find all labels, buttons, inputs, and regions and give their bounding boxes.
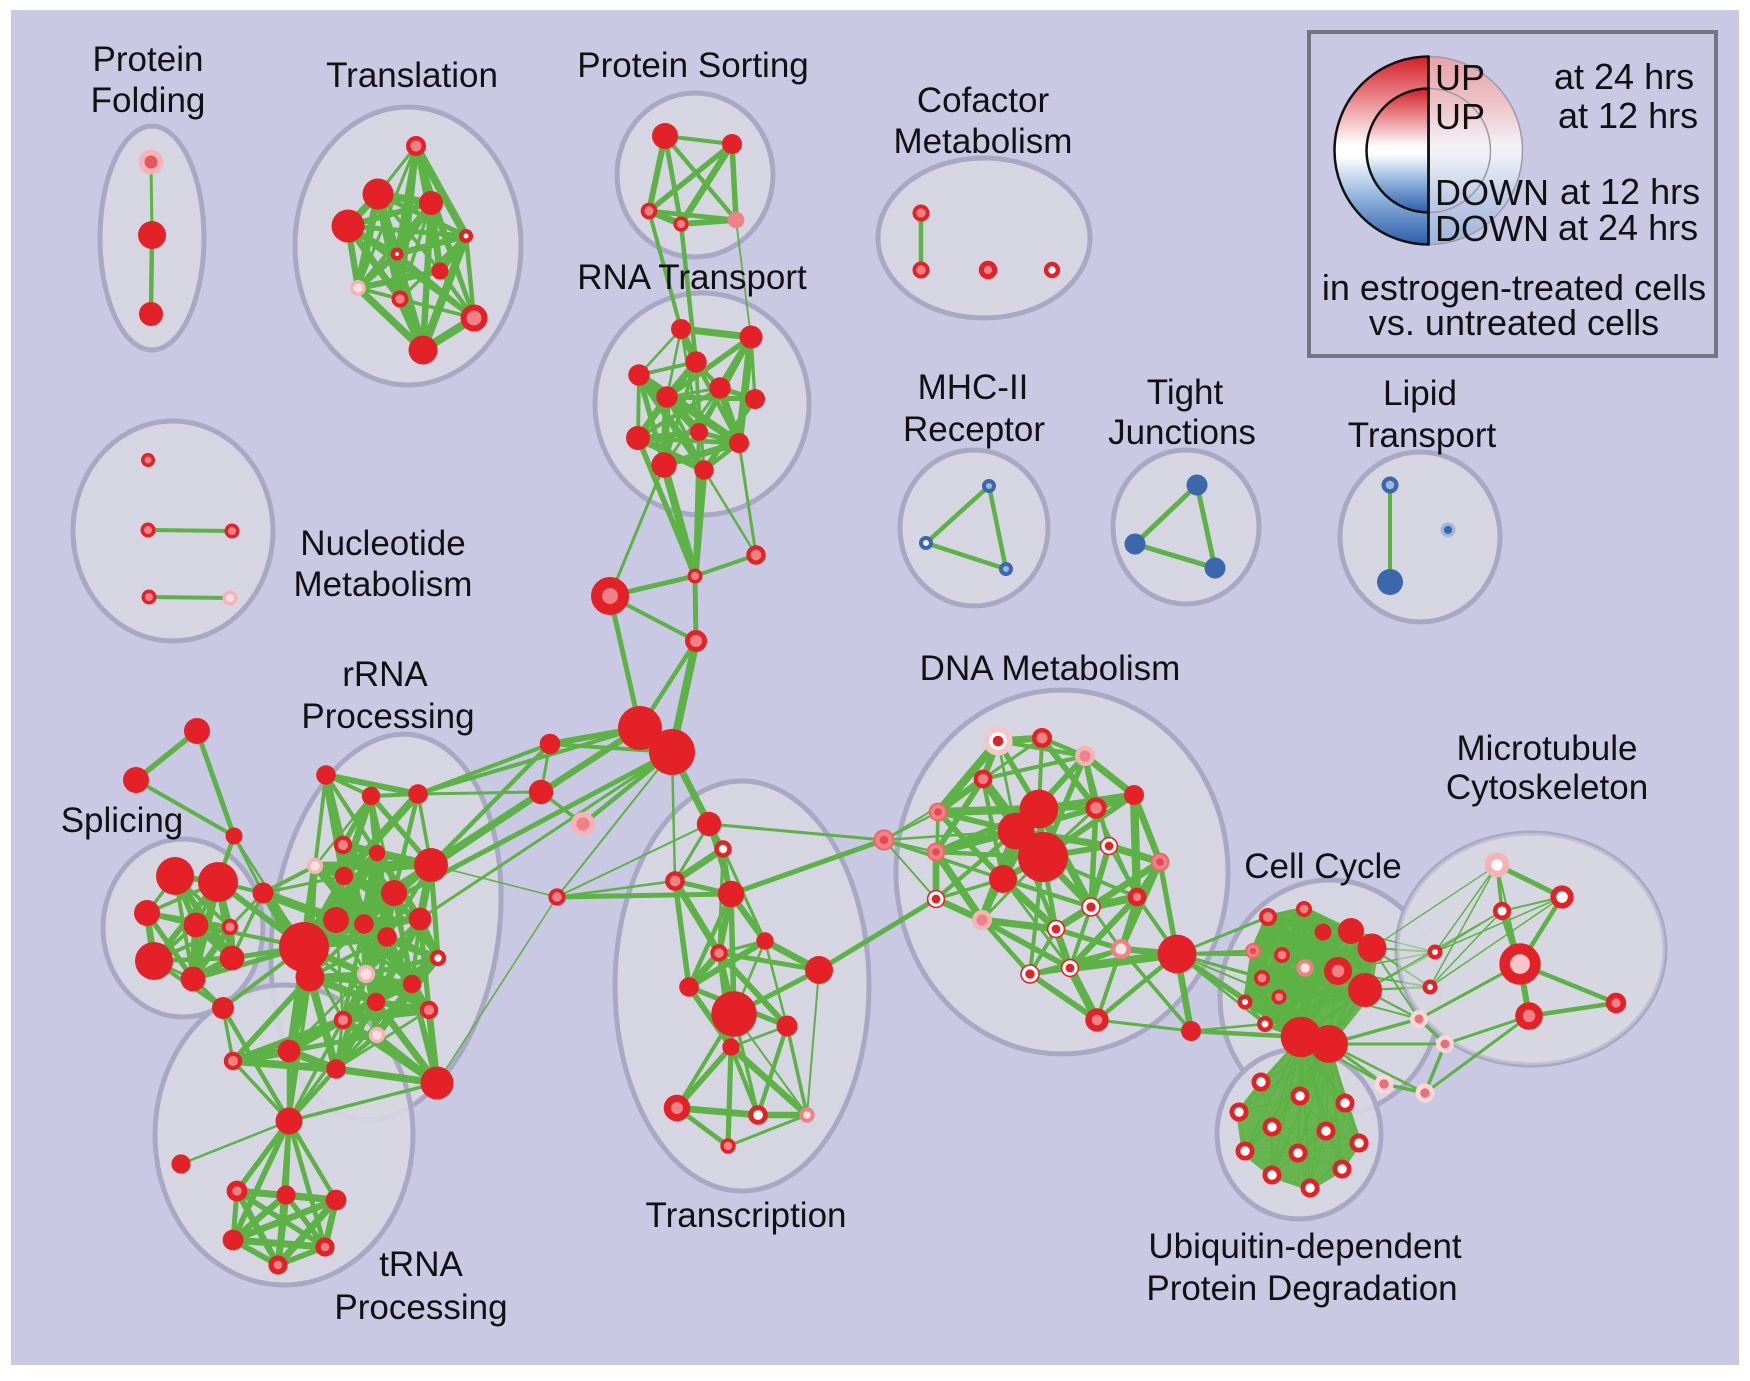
- svg-text:Tight: Tight: [1147, 373, 1224, 412]
- svg-text:Ubiquitin-dependent: Ubiquitin-dependent: [1148, 1227, 1462, 1266]
- svg-text:Lipid: Lipid: [1383, 374, 1457, 413]
- svg-text:Transport: Transport: [1348, 416, 1497, 455]
- svg-text:Metabolism: Metabolism: [294, 565, 473, 604]
- svg-text:Junctions: Junctions: [1108, 413, 1256, 452]
- svg-text:Nucleotide: Nucleotide: [300, 524, 465, 563]
- svg-text:Microtubule: Microtubule: [1457, 729, 1638, 768]
- svg-text:Cell Cycle: Cell Cycle: [1244, 847, 1402, 886]
- svg-text:MHC-II: MHC-II: [918, 368, 1029, 407]
- svg-text:UP: UP: [1435, 96, 1485, 137]
- svg-text:at 24 hrs: at 24 hrs: [1554, 56, 1694, 97]
- svg-text:Processing: Processing: [301, 697, 474, 736]
- svg-text:DNA Metabolism: DNA Metabolism: [920, 649, 1181, 688]
- svg-text:tRNA: tRNA: [379, 1245, 463, 1284]
- svg-text:at 24 hrs: at 24 hrs: [1558, 207, 1698, 248]
- svg-text:Protein Degradation: Protein Degradation: [1146, 1269, 1457, 1308]
- svg-text:Receptor: Receptor: [903, 410, 1045, 449]
- svg-text:UP: UP: [1435, 57, 1485, 98]
- svg-text:vs. untreated cells: vs. untreated cells: [1369, 302, 1659, 343]
- svg-text:DOWN: DOWN: [1435, 172, 1549, 213]
- svg-text:rRNA: rRNA: [342, 655, 428, 694]
- svg-text:Cofactor: Cofactor: [917, 81, 1050, 120]
- svg-text:DOWN: DOWN: [1435, 208, 1549, 249]
- svg-text:Cytoskeleton: Cytoskeleton: [1446, 768, 1648, 807]
- svg-text:Metabolism: Metabolism: [894, 122, 1073, 161]
- svg-text:Processing: Processing: [334, 1288, 507, 1327]
- svg-text:at 12 hrs: at 12 hrs: [1558, 95, 1698, 136]
- svg-text:in estrogen-treated cells: in estrogen-treated cells: [1322, 267, 1706, 308]
- svg-text:Splicing: Splicing: [61, 801, 184, 840]
- svg-text:Folding: Folding: [91, 81, 206, 120]
- svg-text:RNA Transport: RNA Transport: [577, 258, 807, 297]
- svg-text:Translation: Translation: [326, 56, 498, 95]
- svg-text:Protein: Protein: [93, 40, 204, 79]
- svg-text:Transcription: Transcription: [646, 1196, 847, 1235]
- svg-text:at 12 hrs: at 12 hrs: [1560, 171, 1700, 212]
- svg-text:Protein Sorting: Protein Sorting: [577, 46, 809, 85]
